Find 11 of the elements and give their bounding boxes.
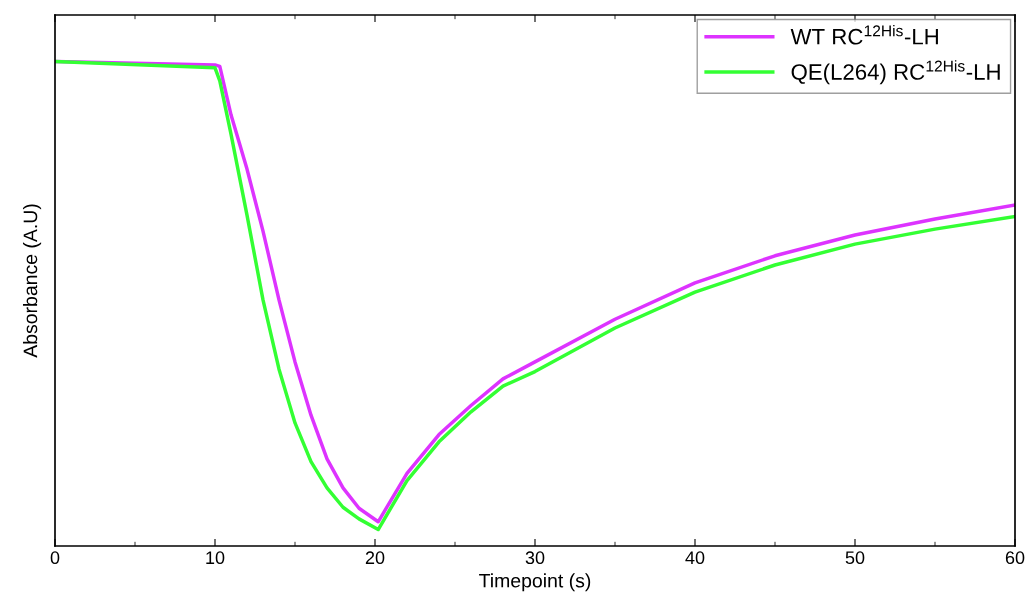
x-tick-label: 30 [525,551,545,565]
x-tick-label: 40 [685,551,705,565]
x-tick-label: 60 [1005,551,1025,565]
legend-label: WT RC$^{12His}$-LH [790,24,938,45]
x-tick-label: 10 [206,551,225,565]
x-tick-label: 0 [50,551,60,565]
x-tick-label: 50 [845,551,865,565]
x-tick-label: 20 [365,551,385,565]
legend-label: QE(L264) RC$^{12His}$-LH [791,60,1000,85]
y-axis-title: Absorbance (A.U) [22,204,42,358]
x-axis-title: Timepoint (s) [479,573,591,592]
